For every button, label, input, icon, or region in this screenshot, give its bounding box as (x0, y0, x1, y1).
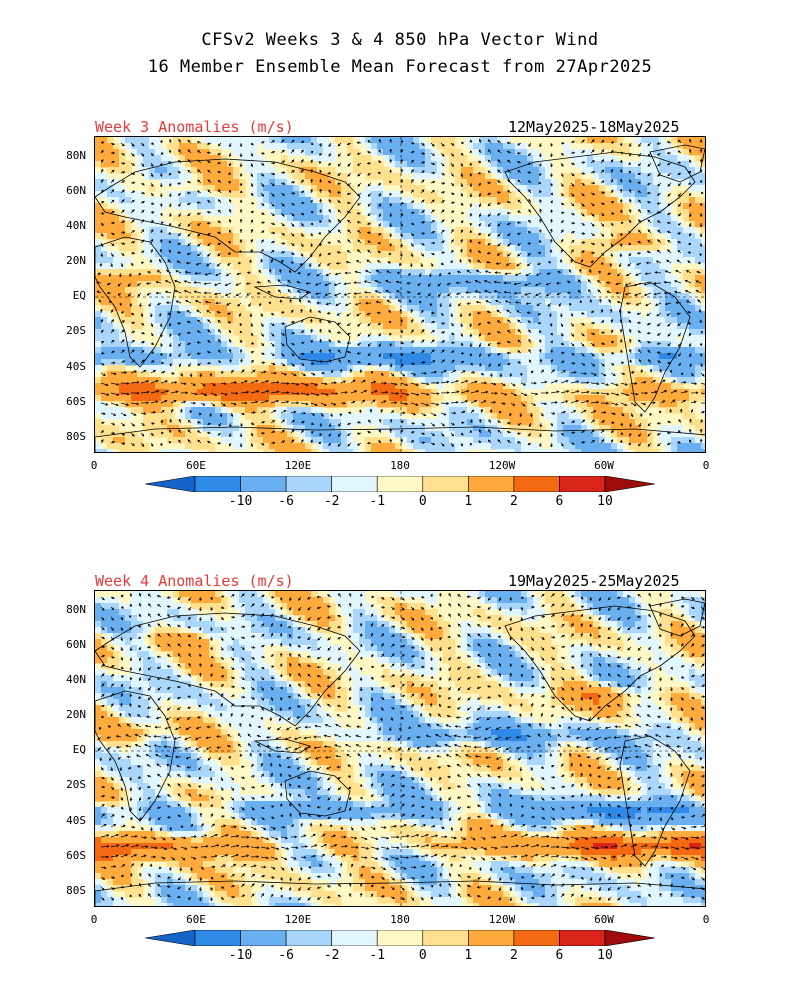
week3-panel-label: Week 3 Anomalies (m/s) (95, 118, 294, 136)
week3-lat-label: EQ (72, 289, 86, 302)
week3-lat-label: 40S (66, 360, 86, 373)
week4-colorbar-swatch (285, 930, 332, 946)
week4-colorbar-max-triangle (604, 930, 655, 946)
week3-colorbar-label: -6 (278, 494, 294, 509)
week3-colorbar-label: 0 (418, 494, 427, 509)
week4-lat-label: 80S (66, 884, 86, 897)
week3-lon-label: 120W (488, 459, 516, 472)
week3-map-canvas (95, 137, 705, 452)
week4-anomaly-shading (95, 591, 705, 906)
week4-map-canvas (95, 591, 705, 906)
week4-colorbar-swatch (376, 930, 424, 946)
week3-anomaly-shading (95, 137, 705, 452)
week4-lat-label: 20S (66, 778, 86, 791)
week4-colorbar-min-triangle (145, 930, 196, 946)
week4-colorbar (145, 930, 655, 946)
week3-colorbar-label: -10 (228, 494, 253, 509)
week3-colorbar-label: 2 (509, 494, 518, 509)
week3-colorbar-swatch (285, 476, 332, 492)
week3-colorbar-swatch (513, 476, 560, 492)
week4-lat-label: EQ (72, 743, 86, 756)
week3-colorbar-label: -2 (323, 494, 340, 509)
week4-lon-label: 0 (90, 913, 98, 926)
week3-lon-label: 0 (90, 459, 98, 472)
week4-colorbar-swatch (194, 930, 241, 946)
week3-lon-label: 0 (702, 459, 710, 472)
week3-colorbar-swatch (240, 476, 287, 492)
week3-anomaly-map (94, 136, 706, 453)
week4-colorbar-label: 6 (555, 948, 564, 963)
week4-colorbar-swatch (513, 930, 560, 946)
week4-lat-label: 60N (66, 638, 86, 651)
week4-colorbar-label: -1 (369, 948, 386, 963)
week4-continent-outlines (95, 598, 705, 906)
week4-colorbar-label: -10 (228, 948, 253, 963)
week4-anomaly-map (94, 590, 706, 907)
week3-date-range: 12May2025-18May2025 (508, 118, 680, 136)
week3-wind-vectors (95, 138, 705, 448)
week3-colorbar-swatch (468, 476, 515, 492)
week4-date-range: 19May2025-25May2025 (508, 572, 680, 590)
week4-colorbar-swatch (331, 930, 378, 946)
week3-lat-label: 80N (66, 149, 86, 162)
week4-lon-label: 120E (284, 913, 312, 926)
week3-colorbar-swatch (559, 476, 606, 492)
week4-wind-vectors (97, 592, 705, 902)
week3-colorbar (145, 476, 655, 492)
week4-colorbar-swatch (559, 930, 606, 946)
figure-title-line1: CFSv2 Weeks 3 & 4 850 hPa Vector Wind (201, 30, 599, 50)
week4-colorbar-label: -6 (278, 948, 294, 963)
week3-lon-label: 60W (594, 459, 614, 472)
week3-colorbar-min-triangle (145, 476, 196, 492)
week3-colorbar-label: 6 (555, 494, 564, 509)
week4-lon-label: 60E (186, 913, 206, 926)
week4-colorbar-swatch (468, 930, 515, 946)
week4-lon-label: 60W (594, 913, 614, 926)
week4-lat-label: 40N (66, 673, 86, 686)
week4-lon-label: 0 (702, 913, 710, 926)
week3-lat-label: 60S (66, 395, 86, 408)
week3-colorbar-swatch (422, 476, 469, 492)
week3-colorbar-swatch (331, 476, 378, 492)
week4-lon-label: 120W (488, 913, 516, 926)
week3-lon-label: 180 (390, 459, 410, 472)
week3-colorbar-label: 1 (464, 494, 473, 509)
week3-lat-label: 40N (66, 219, 86, 232)
week3-lat-label: 20N (66, 254, 86, 267)
week3-lon-label: 60E (186, 459, 206, 472)
week3-colorbar-label: 10 (597, 494, 613, 509)
week3-lat-label: 80S (66, 430, 86, 443)
week4-colorbar-swatch (422, 930, 469, 946)
week4-colorbar-label: 1 (464, 948, 473, 963)
week4-lat-label: 20N (66, 708, 86, 721)
week3-lon-label: 120E (284, 459, 312, 472)
week3-colorbar-swatch (194, 476, 241, 492)
week3-colorbar-label: -1 (369, 494, 386, 509)
week4-colorbar-label: -2 (323, 948, 340, 963)
week4-colorbar-label: 2 (509, 948, 518, 963)
week3-colorbar-max-triangle (604, 476, 655, 492)
week4-lon-label: 180 (390, 913, 410, 926)
week4-lat-label: 60S (66, 849, 86, 862)
week4-colorbar-label: 0 (418, 948, 427, 963)
week3-colorbar-swatch (376, 476, 424, 492)
figure-title-line2: 16 Member Ensemble Mean Forecast from 27… (147, 57, 653, 77)
week4-colorbar-swatch (240, 930, 287, 946)
week4-lat-label: 80N (66, 603, 86, 616)
week4-panel-label: Week 4 Anomalies (m/s) (95, 572, 294, 590)
week4-colorbar-label: 10 (597, 948, 613, 963)
week3-lat-label: 20S (66, 324, 86, 337)
week4-lat-label: 40S (66, 814, 86, 827)
week3-lat-label: 60N (66, 184, 86, 197)
